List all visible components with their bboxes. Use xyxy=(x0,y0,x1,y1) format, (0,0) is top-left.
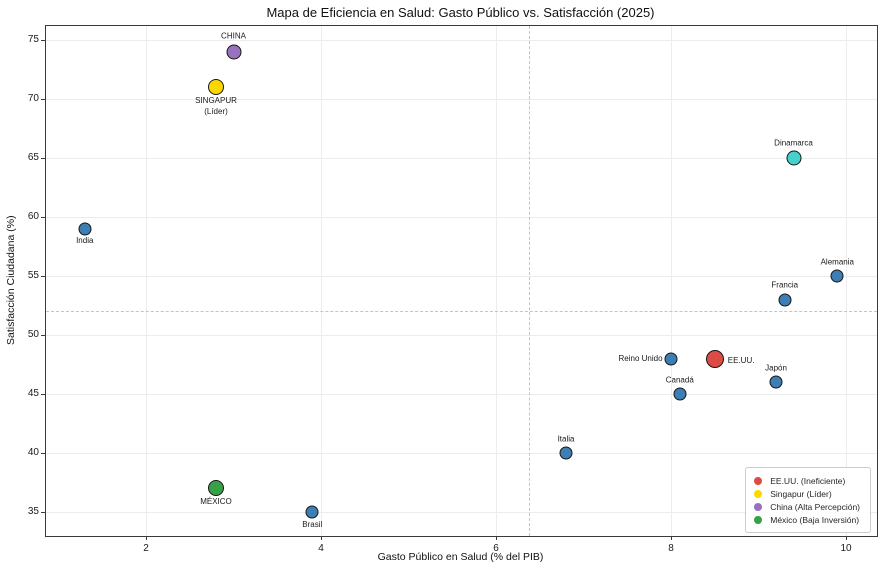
y-tick-mark xyxy=(41,158,45,160)
y-tick-label: 40 xyxy=(27,447,39,459)
scatter-point-india xyxy=(78,222,92,236)
legend-marker-icon xyxy=(754,476,763,485)
scatter-point-alemania xyxy=(830,269,844,283)
y-gridline xyxy=(46,335,877,337)
point-label-ee-uu: EE.UU. xyxy=(727,355,755,365)
x-tick-mark xyxy=(321,536,323,540)
y-tick-label: 70 xyxy=(27,93,39,105)
scatter-point-francia xyxy=(778,293,792,307)
y-tick-label: 75 xyxy=(27,34,39,46)
point-label-china: CHINA xyxy=(221,31,246,41)
y-tick-label: 60 xyxy=(27,211,39,223)
legend-label: EE.UU. (Ineficiente) xyxy=(770,475,846,486)
point-label-francia: Francia xyxy=(771,280,799,290)
x-tick-label: 2 xyxy=(143,543,149,554)
scatter-point-ee-uu xyxy=(705,349,724,368)
x-tick-label: 8 xyxy=(668,543,674,554)
x-gridline xyxy=(321,26,323,536)
y-tick-label: 45 xyxy=(27,388,39,400)
point-label-mexico: MÉXICO xyxy=(200,497,232,507)
y-tick-mark xyxy=(41,453,45,455)
point-label-india: India xyxy=(76,236,94,246)
y-gridline xyxy=(46,40,877,42)
scatter-point-canada xyxy=(673,387,687,401)
y-tick-mark xyxy=(41,335,45,337)
y-tick-label: 65 xyxy=(27,152,39,164)
point-label-reino-unido: Reino Unido xyxy=(618,353,663,363)
x-axis-label: Gasto Público en Salud (% del PIB) xyxy=(377,551,544,563)
point-label-japon: Japón xyxy=(765,363,787,373)
scatter-point-china xyxy=(226,44,241,60)
legend-marker-icon xyxy=(754,489,763,498)
legend-item-china-alta-percepcion: China (Alta Percepción) xyxy=(754,500,860,513)
y-tick-label: 50 xyxy=(27,329,39,341)
point-label-canada: Canadá xyxy=(665,375,694,385)
x-gridline xyxy=(146,26,147,536)
x-gridline xyxy=(496,26,498,536)
legend-item-ee-uu-ineficiente: EE.UU. (Ineficiente) xyxy=(754,474,860,487)
legend-marker-icon xyxy=(754,502,763,511)
y-gridline xyxy=(46,453,877,455)
chart-title: Mapa de Eficiencia en Salud: Gasto Públi… xyxy=(266,5,655,20)
point-label-alemania: Alemania xyxy=(820,257,854,267)
y-tick-label: 55 xyxy=(27,270,39,282)
legend-box: EE.UU. (Ineficiente) Singapur (Líder) Chin… xyxy=(745,467,871,533)
y-gridline xyxy=(46,276,877,278)
scatter-point-dinamarca xyxy=(786,150,802,166)
point-label-dinamarca: Dinamarca xyxy=(774,138,813,148)
legend-label: China (Alta Percepción) xyxy=(770,501,860,512)
point-label-singapur: SINGAPUR (Líder) xyxy=(195,96,237,116)
scatter-point-japon xyxy=(769,375,783,389)
x-tick-label: 4 xyxy=(318,543,324,554)
y-tick-mark xyxy=(41,512,45,514)
y-gridline xyxy=(46,217,877,219)
x-gridline xyxy=(671,26,673,536)
mean-satisfaction-line xyxy=(46,311,877,313)
point-label-brasil: Brasil xyxy=(302,519,323,529)
point-label-italia: Italia xyxy=(557,434,575,444)
x-gridline xyxy=(846,26,848,536)
y-tick-label: 35 xyxy=(27,506,39,518)
y-gridline xyxy=(46,158,877,160)
legend-marker-icon xyxy=(754,515,763,524)
legend-item-singapur-lider: Singapur (Líder) xyxy=(754,487,860,500)
x-tick-label: 6 xyxy=(493,543,499,554)
scatter-point-reino-unido xyxy=(664,352,678,366)
y-tick-mark xyxy=(41,394,45,396)
legend-label: Singapur (Líder) xyxy=(770,488,832,499)
legend-label: México (Baja Inversión) xyxy=(770,514,860,525)
legend-item-mexico-baja-inversion: México (Baja Inversión) xyxy=(754,513,860,526)
x-tick-mark xyxy=(146,536,147,540)
scatter-point-mexico xyxy=(208,480,224,497)
x-tick-mark xyxy=(496,536,498,540)
y-tick-mark xyxy=(41,217,45,219)
scatter-point-brasil xyxy=(305,505,319,519)
x-tick-mark xyxy=(846,536,848,540)
y-gridline xyxy=(46,99,877,101)
x-tick-label: 10 xyxy=(840,543,852,554)
y-tick-mark xyxy=(41,276,45,278)
y-tick-mark xyxy=(41,40,45,42)
scatter-point-singapur xyxy=(208,79,224,96)
mean-spending-line xyxy=(529,26,531,536)
x-tick-mark xyxy=(671,536,673,540)
y-gridline xyxy=(46,394,877,396)
y-gridline xyxy=(46,512,877,514)
scatter-point-italia xyxy=(559,446,573,460)
plot-area: 2 4 6 8 10 35 40 45 50 55 60 65 70 75 India SINGAPUR (Lí… xyxy=(28,25,878,554)
y-tick-mark xyxy=(41,99,45,101)
